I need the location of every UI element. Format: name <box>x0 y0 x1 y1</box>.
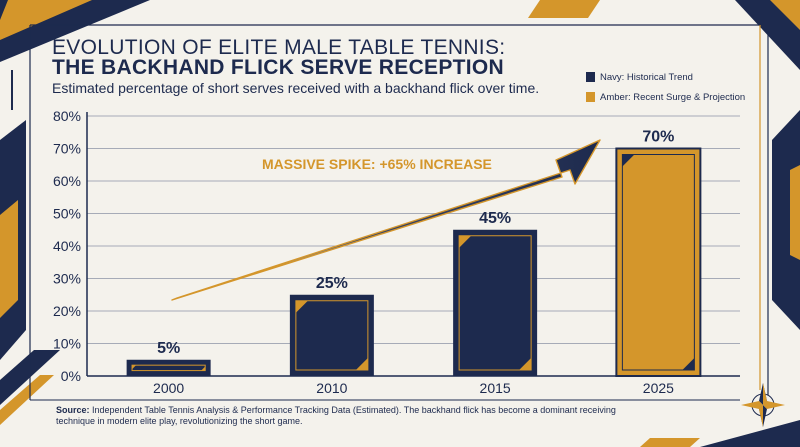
bar-inner-frame <box>621 154 695 371</box>
bar-corner-mark <box>459 235 472 248</box>
y-tick-label: 10% <box>53 336 81 352</box>
x-tick-label-2025: 2025 <box>643 380 674 396</box>
y-tick-label: 0% <box>61 368 81 384</box>
data-label-2000: 5% <box>157 340 180 357</box>
y-tick-label: 40% <box>53 238 81 254</box>
bars: 5% 25% 45% 70% <box>126 129 702 377</box>
x-tick-label-2015: 2015 <box>480 380 511 396</box>
y-tick-label: 60% <box>53 173 81 189</box>
x-axis-ticks: 2000 2010 2015 2025 <box>153 380 674 396</box>
bar-corner-mark <box>355 358 368 370</box>
source-text: Independent Table Tennis Analysis & Perf… <box>56 405 616 426</box>
y-tick-label: 20% <box>53 303 81 319</box>
bar-group-2025: 70% <box>615 129 702 377</box>
compass-rose-icon <box>741 383 785 427</box>
data-label-2015: 45% <box>479 210 511 227</box>
bar-group-2010: 25% <box>289 275 374 376</box>
bar-corner-mark <box>295 300 308 313</box>
y-tick-label: 50% <box>53 206 81 222</box>
bar-group-2000: 5% <box>126 340 211 376</box>
legend-item-navy: Navy: Historical Trend <box>586 69 752 85</box>
y-tick-label: 80% <box>53 108 81 124</box>
y-tick-label: 30% <box>53 271 81 287</box>
trend-arrow <box>171 139 601 301</box>
x-tick-label-2000: 2000 <box>153 380 184 396</box>
bar-corner-mark <box>201 366 206 371</box>
legend-swatch-amber <box>586 92 595 102</box>
source-label: Source: <box>56 405 90 415</box>
data-label-2010: 25% <box>316 275 348 292</box>
legend-label-navy: Navy: Historical Trend <box>600 71 693 83</box>
legend-item-amber: Amber: Recent Surge & Projection <box>586 89 752 105</box>
x-tick-label-2010: 2010 <box>316 380 347 396</box>
source-note: Source: Independent Table Tennis Analysi… <box>56 405 656 427</box>
chart-title-line2: THE BACKHAND FLICK SERVE RECEPTION <box>52 56 505 79</box>
data-label-2025: 70% <box>642 129 674 146</box>
bar-corner-mark <box>519 358 532 370</box>
chart-title-line1: EVOLUTION OF ELITE MALE TABLE TENNIS: <box>52 36 506 59</box>
legend: Navy: Historical Trend Amber: Recent Sur… <box>586 69 752 109</box>
spike-annotation: MASSIVE SPIKE: +65% INCREASE <box>262 156 492 172</box>
bar-2000 <box>126 359 211 376</box>
bar-2015 <box>453 229 538 376</box>
bar-corner-mark <box>132 365 137 370</box>
y-axis-ticks: 0% 10% 20% 30% 40% 50% 60% 70% 80% <box>53 108 81 384</box>
bar-group-2015: 45% <box>453 210 538 376</box>
bar-corner-mark <box>622 154 635 167</box>
bar-2010 <box>289 294 374 376</box>
bar-inner-frame <box>295 300 369 371</box>
legend-label-amber: Amber: Recent Surge & Projection <box>600 91 746 103</box>
legend-swatch-navy <box>586 72 595 82</box>
y-tick-label: 70% <box>53 141 81 157</box>
chart-subtitle: Estimated percentage of short serves rec… <box>52 80 540 96</box>
bar-corner-mark <box>682 358 695 370</box>
bar-inner-frame <box>458 235 532 371</box>
bar-2025 <box>615 147 702 377</box>
